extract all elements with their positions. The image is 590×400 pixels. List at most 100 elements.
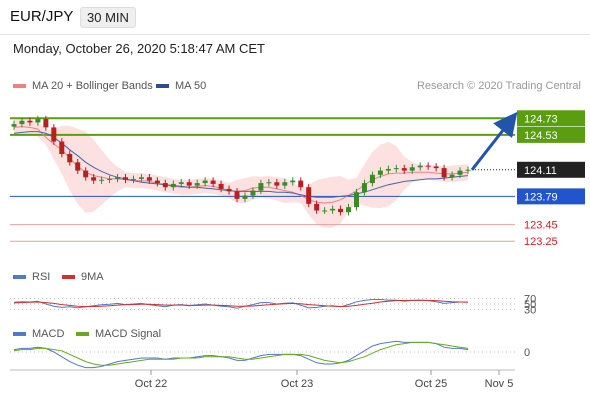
level-label-124.11: 124.11	[524, 165, 557, 177]
candle-body	[186, 182, 192, 186]
candle-body	[194, 183, 200, 186]
candle-body	[162, 183, 168, 188]
credit-label: Research © 2020 Trading Central	[416, 80, 581, 92]
level-label-124.73: 124.73	[524, 113, 558, 125]
candle-body	[441, 168, 447, 178]
macd-swatch	[13, 332, 26, 336]
ma50-legend: MA 50	[156, 80, 206, 92]
candle-body	[346, 207, 352, 213]
candle-body	[99, 179, 105, 181]
candle-body	[457, 170, 463, 175]
ma20-swatch	[13, 84, 26, 88]
candle-body	[107, 178, 113, 180]
candle-body	[75, 162, 81, 171]
macd-tick-0: 0	[524, 347, 530, 359]
candle-body	[377, 170, 383, 175]
candle-body	[218, 183, 224, 189]
candle-body	[226, 188, 232, 192]
candle-body	[67, 154, 73, 163]
x-tick-label-0: Oct 22	[135, 378, 167, 390]
candle-body	[361, 183, 367, 193]
candle-body	[202, 180, 208, 184]
candle-body	[401, 168, 407, 171]
candle-body	[290, 180, 296, 183]
candle-body	[59, 141, 65, 154]
candle-body	[178, 182, 184, 184]
candle-body	[449, 174, 455, 178]
candle-body	[91, 177, 97, 181]
ma20-legend-label: MA 20 + Bollinger Bands	[32, 80, 153, 92]
macd-signal-legend: MACD Signal	[76, 328, 161, 340]
candle-body	[19, 120, 25, 125]
candle-body	[330, 208, 336, 211]
macd-signal-line	[13, 341, 469, 366]
candle-body	[393, 168, 399, 170]
ma20-legend: MA 20 + Bollinger Bands	[13, 80, 153, 92]
top-bar: EUR/JPY 30 MIN	[0, 0, 590, 35]
candle-body	[138, 177, 144, 179]
rsi-legend: RSI	[13, 271, 50, 283]
candle-body	[409, 167, 415, 171]
candle-body	[433, 166, 439, 169]
symbol-label: EUR/JPY	[10, 8, 74, 25]
candle-body	[210, 180, 216, 184]
rsi-tick-30: 30	[524, 305, 536, 317]
candle-body	[282, 182, 288, 186]
candle-body	[258, 183, 264, 191]
x-tick-label-1: Oct 23	[281, 378, 313, 390]
candle-body	[385, 168, 391, 171]
datetime-label: Monday, October 26, 2020 5:18:47 AM CET	[13, 41, 265, 56]
candle-body	[130, 178, 136, 180]
level-tag-123.79	[517, 188, 585, 205]
x-tick-label-3: Nov 5	[485, 378, 514, 390]
candle-body	[266, 182, 272, 184]
macd-legend-label: MACD	[32, 328, 65, 340]
level-label-123.79: 123.79	[524, 191, 558, 203]
rsi-swatch	[13, 275, 26, 279]
macd-line	[13, 340, 469, 369]
rsi-ma-legend-label: 9MA	[81, 271, 104, 283]
candle-body	[154, 180, 160, 184]
candle-body	[115, 177, 121, 179]
candle-body	[43, 119, 49, 128]
level-tag-124.73	[517, 110, 585, 127]
candle-body	[322, 210, 328, 212]
candle-body	[11, 124, 17, 127]
rsi-ma-line	[13, 299, 469, 308]
macd-legend: MACD	[13, 328, 64, 340]
candle-body	[123, 177, 129, 180]
level-tag-124.11	[517, 161, 585, 178]
candle-body	[170, 183, 176, 188]
candle-body	[465, 169, 471, 171]
candle-body	[146, 177, 152, 181]
candle-body	[306, 187, 312, 204]
rsi-ma-swatch	[62, 275, 75, 279]
candle-body	[274, 182, 280, 186]
candle-body	[242, 195, 248, 199]
ma50-legend-label: MA 50	[175, 80, 207, 92]
rsi-tick-70: 70	[524, 293, 536, 305]
candle-body	[27, 120, 33, 123]
macd-signal-legend-label: MACD Signal	[95, 328, 162, 340]
forecast-arrow	[470, 111, 518, 171]
candle-body	[353, 192, 359, 208]
candle-body	[35, 119, 41, 123]
candle-body	[234, 191, 240, 199]
candle-body	[417, 165, 423, 168]
timeframe-button[interactable]: 30 MIN	[80, 7, 136, 28]
candle-body	[338, 208, 344, 213]
ma50-swatch	[156, 84, 169, 88]
rsi-ma-legend: 9MA	[62, 271, 104, 283]
ma50-line	[13, 131, 469, 198]
level-label-123.25: 123.25	[524, 236, 558, 248]
macd-signal-swatch	[76, 332, 89, 336]
rsi-legend-label: RSI	[32, 271, 51, 283]
candle-body	[83, 170, 89, 178]
candle-body	[298, 180, 304, 188]
candle-body	[51, 127, 57, 142]
candle-body	[425, 165, 431, 167]
candle-body	[369, 174, 375, 184]
candle-body	[250, 190, 256, 196]
rsi-tick-50: 50	[524, 299, 536, 311]
